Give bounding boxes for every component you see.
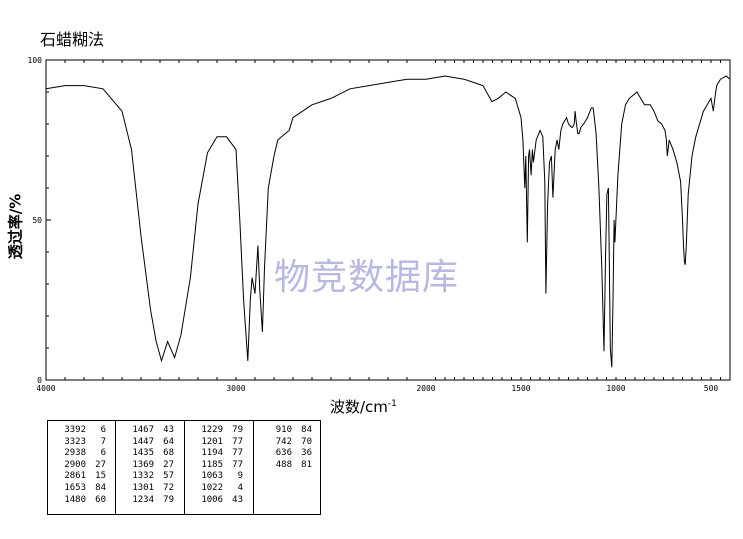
peak-wavenumber: 636	[275, 448, 292, 459]
peak-wavenumber: 2861	[64, 471, 86, 482]
peak-wavenumber: 1194	[201, 448, 223, 459]
peak-transmittance: 43	[163, 425, 174, 435]
y-tick-label: 50	[32, 216, 42, 225]
peak-transmittance: 60	[95, 494, 106, 505]
peak-row: 3392 6	[54, 425, 115, 437]
peak-row: 1435 68	[122, 448, 184, 460]
x-axis-ticks: 4000 3000 2000 1500 1000 500	[36, 60, 721, 393]
peak-row: 742 70	[260, 437, 320, 449]
y-tick-label: 100	[28, 56, 43, 65]
peak-table-column: 3392 6 3323 7 2938 6 2900 27 2861 15 1653 84 1480 60	[48, 421, 115, 514]
peak-wavenumber: 1301	[132, 482, 154, 493]
peak-wavenumber: 1022	[201, 482, 223, 493]
peak-row: 1301 72	[122, 483, 184, 495]
peak-row: 1022 4	[191, 483, 253, 495]
peak-row: 1332 57	[122, 471, 184, 483]
peak-wavenumber: 1653	[64, 482, 86, 493]
peak-transmittance: 6	[100, 425, 106, 435]
x-tick-label: 4000	[36, 384, 55, 393]
peak-row: 1185 77	[191, 460, 253, 472]
peak-table-column: 1229 79 1201 77 1194 77 1185 77 1063 9 1022 4 1006 43	[184, 421, 253, 514]
method-title: 石蜡糊法	[40, 30, 105, 49]
x-tick-label: 3000	[226, 384, 245, 393]
peak-wavenumber: 488	[275, 459, 292, 470]
peak-wavenumber: 910	[275, 425, 292, 435]
peak-row: 1234 79	[122, 495, 184, 507]
peak-row: 1369 27	[122, 460, 184, 472]
x-axis-label-exponent: -1	[387, 399, 397, 409]
peak-row: 1467 43	[122, 425, 184, 437]
x-tick-label: 2000	[416, 384, 435, 393]
peak-wavenumber: 2900	[64, 459, 86, 470]
peak-transmittance: 27	[95, 459, 106, 470]
peak-row: 910 84	[260, 425, 320, 437]
plot-frame	[45, 59, 731, 381]
peak-row: 1480 60	[54, 495, 115, 507]
peak-transmittance: 64	[163, 436, 174, 447]
peak-row: 2938 6	[54, 448, 115, 460]
peak-row: 1194 77	[191, 448, 253, 460]
peak-wavenumber: 742	[275, 436, 292, 447]
peak-transmittance: 57	[163, 471, 174, 482]
peak-row: 1063 9	[191, 471, 253, 483]
peak-transmittance: 36	[301, 448, 312, 459]
peak-transmittance: 27	[163, 459, 174, 470]
peak-row: 3323 7	[54, 437, 115, 449]
peak-wavenumber: 3323	[64, 436, 86, 447]
peak-wavenumber: 1467	[132, 425, 154, 435]
peak-wavenumber: 1480	[64, 494, 86, 505]
peak-wavenumber: 3392	[64, 425, 86, 435]
peak-wavenumber: 1229	[201, 425, 223, 435]
y-tick-label: 0	[37, 376, 42, 385]
x-tick-label: 500	[704, 384, 719, 393]
peak-wavenumber: 1006	[201, 494, 223, 505]
peak-transmittance: 7	[100, 436, 106, 447]
spectrum-series-line	[45, 75, 731, 368]
peak-row: 1447 64	[122, 437, 184, 449]
peak-transmittance: 77	[232, 448, 243, 459]
peak-row: 1229 79	[191, 425, 253, 437]
peak-row: 1006 43	[191, 495, 253, 507]
peak-wavenumber: 1185	[201, 459, 223, 470]
peak-wavenumber: 1063	[201, 471, 223, 482]
peak-transmittance: 9	[237, 471, 243, 482]
peak-wavenumber: 1447	[132, 436, 154, 447]
x-axis-label-text: 波数/cm	[330, 398, 388, 416]
x-axis-label: 波数/cm-1	[330, 396, 397, 417]
peak-wavenumber: 1201	[201, 436, 223, 447]
peak-transmittance: 84	[95, 482, 106, 493]
peak-wavenumber: 2938	[64, 448, 86, 459]
peak-table-column: 1467 43 1447 64 1435 68 1369 27 1332 57 1301 72 1234…	[115, 421, 184, 514]
peak-row: 2900 27	[54, 460, 115, 472]
peak-row: 636 36	[260, 448, 320, 460]
peak-transmittance: 81	[301, 459, 312, 470]
peak-row: 2861 15	[54, 471, 115, 483]
peak-transmittance: 43	[232, 494, 243, 505]
peak-table: 3392 6 3323 7 2938 6 2900 27 2861 15 1653 84 1480 60 1…	[47, 420, 321, 515]
x-tick-label: 1000	[606, 384, 625, 393]
peak-transmittance: 72	[163, 482, 174, 493]
peak-transmittance: 79	[163, 494, 174, 505]
peak-table-column: 910 84 742 70 636 36 488 81	[253, 421, 320, 514]
peak-transmittance: 77	[232, 436, 243, 447]
peak-transmittance: 77	[232, 459, 243, 470]
peak-transmittance: 4	[237, 482, 243, 493]
peak-wavenumber: 1435	[132, 448, 154, 459]
y-axis-ticks: 0 50 100	[28, 56, 51, 385]
peak-transmittance: 79	[232, 425, 243, 435]
peak-transmittance: 84	[301, 425, 312, 435]
peak-transmittance: 6	[100, 448, 106, 459]
peak-wavenumber: 1234	[132, 494, 154, 505]
peak-wavenumber: 1332	[132, 471, 154, 482]
peak-transmittance: 70	[301, 436, 312, 447]
peak-transmittance: 68	[163, 448, 174, 459]
peak-row: 488 81	[260, 460, 320, 472]
x-tick-label: 1500	[511, 384, 530, 393]
peak-wavenumber: 1369	[132, 459, 154, 470]
peak-row: 1653 84	[54, 483, 115, 495]
peak-transmittance: 15	[95, 471, 106, 482]
y-axis-label: 透过率/%	[6, 193, 25, 260]
peak-row: 1201 77	[191, 437, 253, 449]
